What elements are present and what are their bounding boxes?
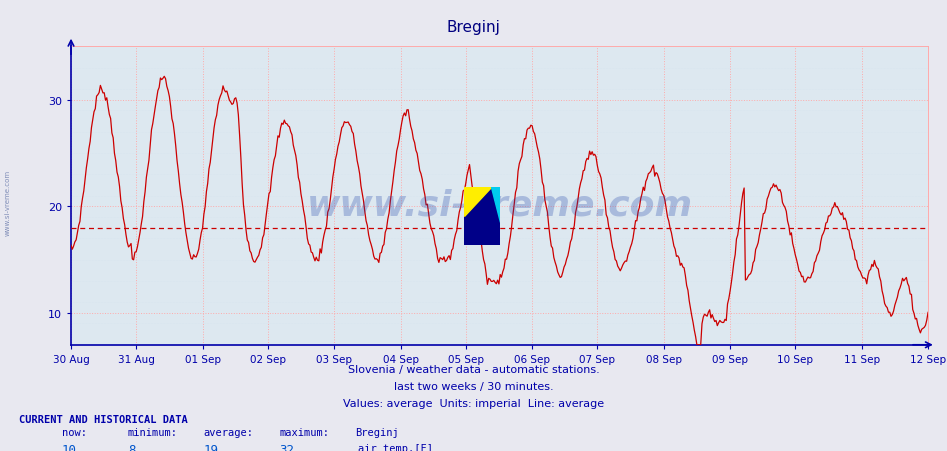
Text: www.si-vreme.com: www.si-vreme.com	[5, 170, 10, 236]
Text: Values: average  Units: imperial  Line: average: Values: average Units: imperial Line: av…	[343, 398, 604, 408]
Text: 10: 10	[62, 443, 77, 451]
Text: CURRENT AND HISTORICAL DATA: CURRENT AND HISTORICAL DATA	[19, 414, 188, 424]
Polygon shape	[464, 187, 500, 246]
Polygon shape	[464, 187, 491, 216]
Text: last two weeks / 30 minutes.: last two weeks / 30 minutes.	[394, 381, 553, 391]
Text: Slovenia / weather data - automatic stations.: Slovenia / weather data - automatic stat…	[348, 364, 599, 374]
Text: air temp.[F]: air temp.[F]	[358, 443, 433, 451]
Text: 32: 32	[279, 443, 295, 451]
Text: maximum:: maximum:	[279, 428, 330, 437]
Text: 19: 19	[204, 443, 219, 451]
Text: Breginj: Breginj	[355, 428, 399, 437]
Text: now:: now:	[62, 428, 86, 437]
Text: www.si-vreme.com: www.si-vreme.com	[307, 188, 692, 222]
Text: average:: average:	[204, 428, 254, 437]
Text: minimum:: minimum:	[128, 428, 178, 437]
Text: 8: 8	[128, 443, 135, 451]
Polygon shape	[491, 187, 500, 222]
Text: Breginj: Breginj	[447, 20, 500, 35]
